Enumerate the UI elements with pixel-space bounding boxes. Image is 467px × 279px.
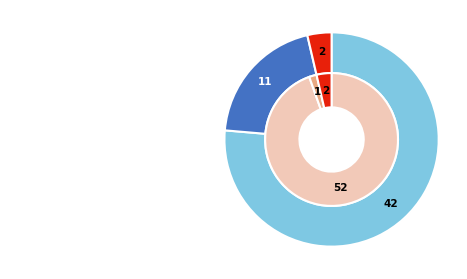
Wedge shape [225,35,317,134]
Text: 42: 42 [384,199,398,209]
Text: 1: 1 [314,87,321,97]
Text: 11: 11 [258,77,272,87]
Wedge shape [265,73,398,206]
Wedge shape [309,75,324,109]
Wedge shape [225,32,439,247]
Text: 2: 2 [322,86,330,95]
Wedge shape [307,32,332,75]
Wedge shape [317,73,332,108]
Text: 2: 2 [318,47,325,57]
Text: 52: 52 [333,183,347,193]
